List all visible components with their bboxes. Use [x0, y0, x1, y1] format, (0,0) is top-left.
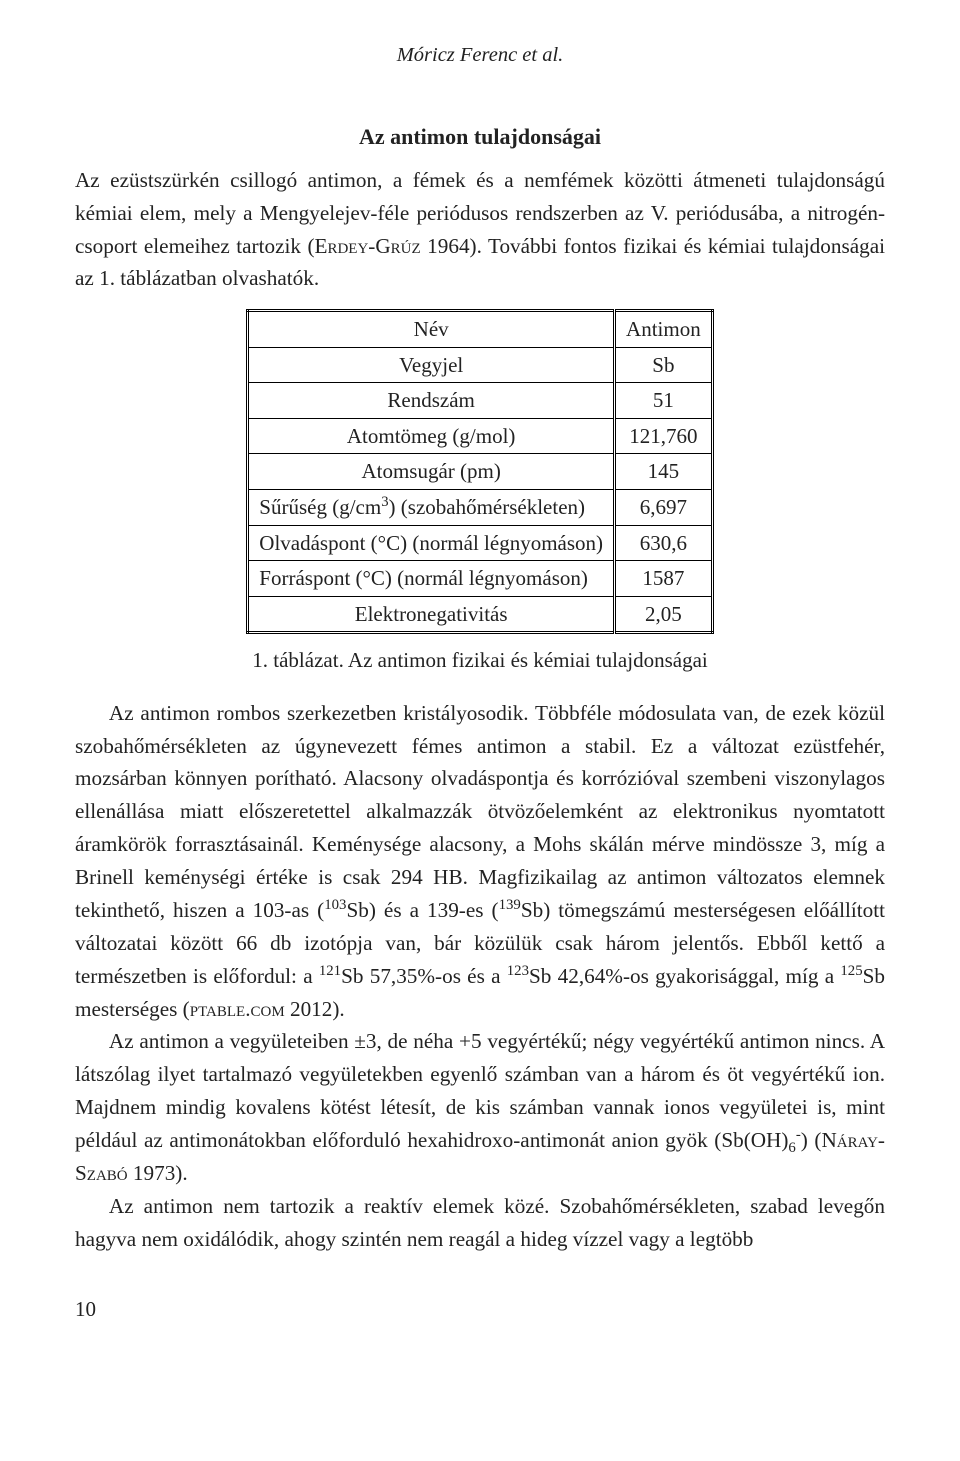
table-row: Atomtömeg (g/mol)121,760	[248, 418, 712, 454]
properties-table-body: NévAntimonVegyjelSbRendszám51Atomtömeg (…	[248, 311, 712, 633]
table-row: Atomsugár (pm)145	[248, 454, 712, 490]
paragraph-4: Az antimon nem tartozik a reaktív elemek…	[75, 1190, 885, 1256]
table-row: Rendszám51	[248, 383, 712, 419]
table-cell-label: Olvadáspont (°C) (normál légnyomáson)	[248, 525, 615, 561]
table-cell-value: 630,6	[615, 525, 713, 561]
page-number: 10	[75, 1293, 885, 1326]
table-cell-value: Sb	[615, 347, 713, 383]
table-cell-label: Rendszám	[248, 383, 615, 419]
table-cell-label: Forráspont (°C) (normál légnyomáson)	[248, 561, 615, 597]
paragraph-1: Az ezüstszürkén csillogó antimon, a féme…	[75, 164, 885, 295]
table-cell-value: 2,05	[615, 596, 713, 633]
table-row: NévAntimon	[248, 311, 712, 348]
table-cell-value: 51	[615, 383, 713, 419]
table-cell-value: 145	[615, 454, 713, 490]
table-cell-label: Sűrűség (g/cm3) (szobahőmérsékleten)	[248, 490, 615, 526]
table-cell-value: 6,697	[615, 490, 713, 526]
table-cell-label: Atomsugár (pm)	[248, 454, 615, 490]
table-row: Sűrűség (g/cm3) (szobahőmérsékleten)6,69…	[248, 490, 712, 526]
table-row: Olvadáspont (°C) (normál légnyomáson)630…	[248, 525, 712, 561]
table-cell-value: Antimon	[615, 311, 713, 348]
paragraph-3: Az antimon a vegyületeiben ±3, de néha +…	[75, 1025, 885, 1189]
running-head: Móricz Ferenc et al.	[75, 40, 885, 72]
table-row: Elektronegativitás2,05	[248, 596, 712, 633]
table-cell-label: Elektronegativitás	[248, 596, 615, 633]
table-caption: 1. táblázat. Az antimon fizikai és kémia…	[75, 644, 885, 677]
table-row: VegyjelSb	[248, 347, 712, 383]
paragraph-2: Az antimon rombos szerkezetben kristályo…	[75, 697, 885, 1026]
table-cell-label: Vegyjel	[248, 347, 615, 383]
table-cell-label: Név	[248, 311, 615, 348]
table-cell-value: 121,760	[615, 418, 713, 454]
table-row: Forráspont (°C) (normál légnyomáson)1587	[248, 561, 712, 597]
table-cell-value: 1587	[615, 561, 713, 597]
properties-table: NévAntimonVegyjelSbRendszám51Atomtömeg (…	[246, 309, 713, 634]
section-title: Az antimon tulajdonságai	[75, 120, 885, 154]
properties-table-wrap: NévAntimonVegyjelSbRendszám51Atomtömeg (…	[75, 309, 885, 634]
table-cell-label: Atomtömeg (g/mol)	[248, 418, 615, 454]
